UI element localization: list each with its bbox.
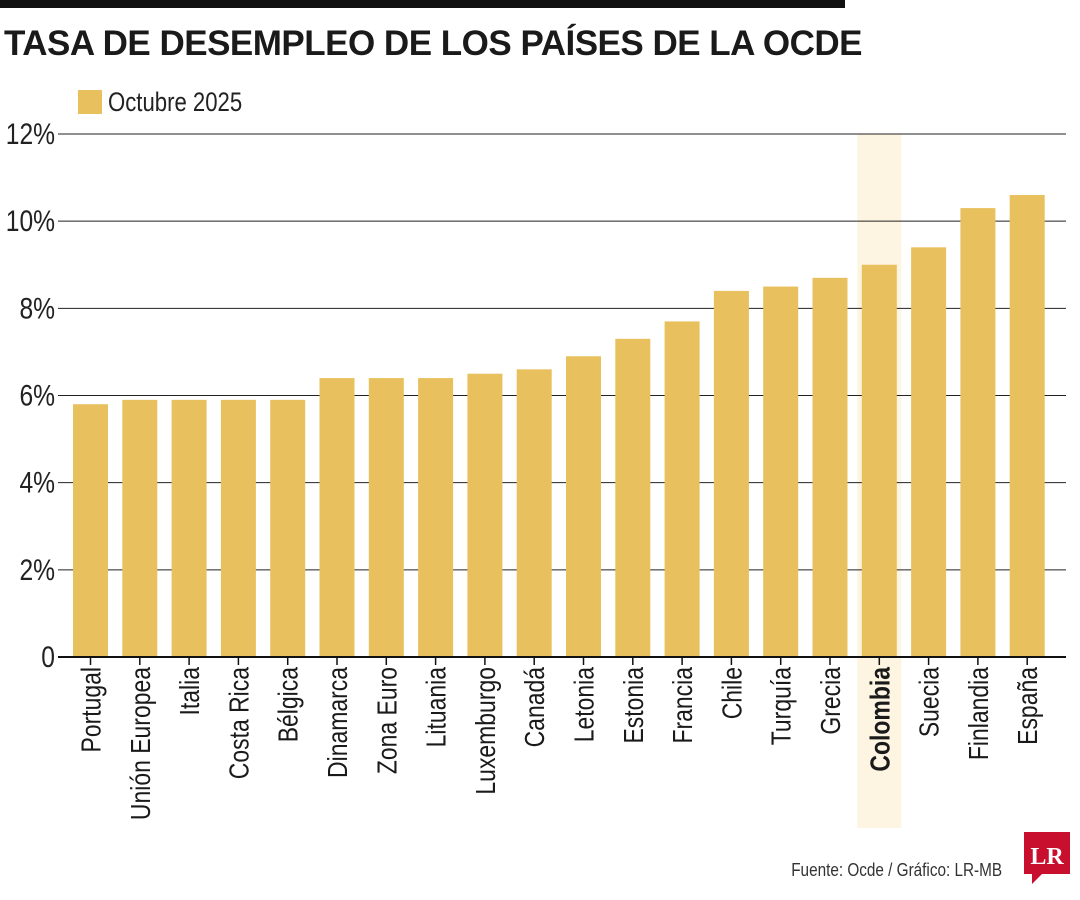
bar-zona-euro (368, 378, 404, 657)
x-tick-label: Suecia (915, 666, 946, 737)
y-tick-label: 6% (19, 378, 55, 412)
bar-francia (664, 321, 700, 657)
y-tick-label: 8% (19, 291, 55, 325)
x-tick-label: Colombia (865, 666, 896, 771)
y-tick-label: 0 (41, 640, 55, 674)
bar-italia (171, 399, 207, 657)
x-tick-label: Canadá (520, 666, 551, 747)
bar-finlandia (960, 208, 996, 657)
x-tick-label: España (1013, 666, 1044, 745)
x-tick-label: Francia (668, 666, 699, 743)
x-tick-label: Letonia (569, 666, 600, 742)
y-tick-label: 2% (19, 552, 55, 586)
x-tick-label: Lituania (422, 666, 453, 747)
bar-colombia (861, 264, 897, 657)
y-tick-label: 12% (6, 117, 55, 151)
bar-luxemburgo (467, 373, 503, 657)
legend-swatch (78, 90, 102, 114)
y-tick-label: 4% (19, 465, 55, 499)
x-tick-label: Bélgica (274, 666, 305, 742)
x-tick-label: Italia (175, 666, 206, 715)
x-tick-label: Chile (717, 667, 748, 719)
chart-title: TASA DE DESEMPLEO DE LOS PAÍSES DE LA OC… (4, 24, 863, 63)
bar-canadá (516, 369, 552, 657)
bar-chile (713, 290, 749, 657)
bar-portugal (73, 404, 108, 657)
x-tick-label: Luxemburgo (471, 667, 502, 795)
bar-españa (1009, 195, 1045, 657)
bar-letonia (566, 356, 601, 657)
x-tick-label: Finlandia (964, 666, 995, 760)
bar-lituania (418, 378, 454, 657)
legend-label: Octubre 2025 (108, 86, 243, 117)
x-tick-label: Unión Europea (126, 666, 157, 820)
lr-logo: LR (1024, 832, 1070, 884)
x-tick-label: Grecia (816, 666, 847, 734)
bar-turquía (763, 286, 799, 657)
x-tick-label: Costa Rica (224, 666, 255, 779)
y-tick-label: 10% (6, 204, 55, 238)
bar-dinamarca (319, 378, 355, 657)
bar-grecia (812, 277, 848, 657)
bar-unión-europea (122, 399, 158, 657)
x-tick-label: Portugal (76, 667, 107, 752)
source-note: Fuente: Ocde / Gráfico: LR-MB (791, 860, 1002, 880)
svg-text:LR: LR (1030, 844, 1064, 870)
legend: Octubre 2025 (78, 84, 272, 120)
x-tick-label: Dinamarca (323, 666, 354, 778)
bar-costa-rica (220, 399, 256, 657)
x-tick-label: Turquía (767, 666, 798, 745)
x-tick-label: Estonia (619, 666, 650, 743)
top-rule (0, 0, 845, 8)
bar-bélgica (270, 399, 306, 657)
bar-suecia (911, 247, 947, 658)
x-tick-label: Zona Euro (372, 667, 403, 774)
bar-estonia (615, 338, 651, 657)
